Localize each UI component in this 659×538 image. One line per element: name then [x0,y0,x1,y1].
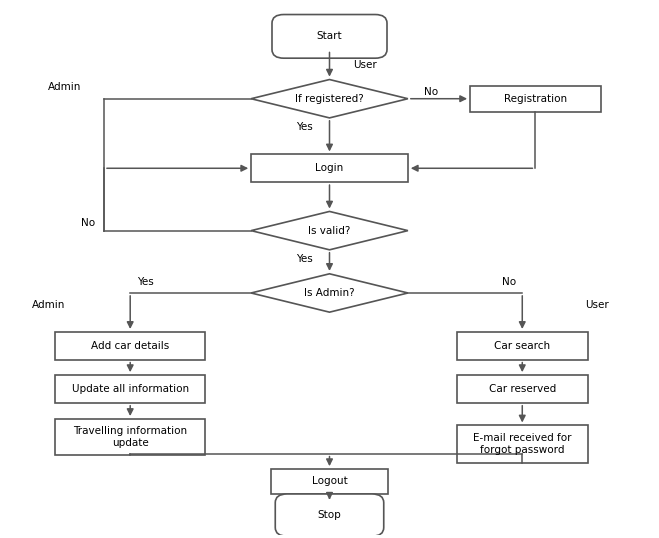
Text: Car search: Car search [494,341,550,351]
Text: Start: Start [317,31,342,41]
Text: E-mail received for
forgot password: E-mail received for forgot password [473,433,571,455]
Text: No: No [501,278,516,287]
FancyBboxPatch shape [457,426,588,463]
Text: Yes: Yes [136,278,154,287]
Text: Login: Login [316,163,343,173]
Text: Update all information: Update all information [72,384,188,394]
Text: Add car details: Add car details [91,341,169,351]
Text: Logout: Logout [312,477,347,486]
Text: User: User [354,60,378,69]
FancyBboxPatch shape [457,375,588,403]
Text: User: User [586,300,610,310]
Text: Yes: Yes [297,254,313,264]
Text: Is valid?: Is valid? [308,225,351,236]
Text: Registration: Registration [503,94,567,104]
Text: Car reserved: Car reserved [488,384,556,394]
Text: No: No [80,218,95,228]
Polygon shape [251,211,408,250]
FancyBboxPatch shape [251,154,408,182]
Text: Admin: Admin [32,300,65,310]
Text: Is Admin?: Is Admin? [304,288,355,298]
Text: No: No [424,88,438,97]
Polygon shape [251,80,408,118]
FancyBboxPatch shape [55,332,206,360]
Text: If registered?: If registered? [295,94,364,104]
FancyBboxPatch shape [272,15,387,58]
Text: Yes: Yes [297,123,313,132]
FancyBboxPatch shape [457,332,588,360]
FancyBboxPatch shape [55,419,206,455]
FancyBboxPatch shape [271,469,388,494]
Text: Stop: Stop [318,510,341,520]
Polygon shape [251,274,408,312]
Text: Travelling information
update: Travelling information update [73,426,187,448]
FancyBboxPatch shape [470,86,601,112]
FancyBboxPatch shape [55,375,206,403]
Text: Admin: Admin [48,82,82,91]
FancyBboxPatch shape [275,494,384,536]
